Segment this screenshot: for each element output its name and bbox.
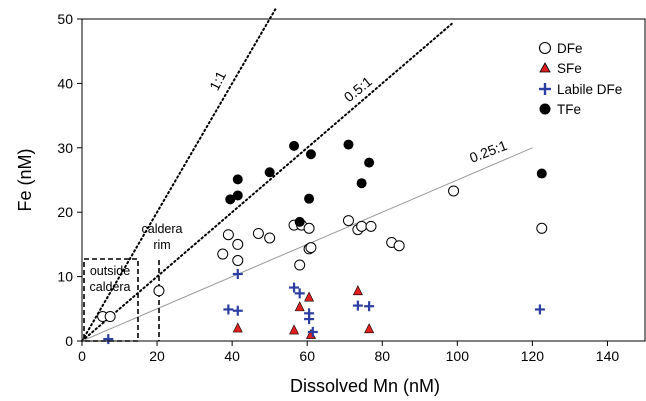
legend-tfe-label: TFe (557, 102, 581, 117)
x-tick-label: 100 (446, 348, 470, 364)
point-tfe (289, 140, 300, 151)
point-dfe (104, 311, 116, 323)
point-tfe (305, 149, 316, 160)
point-dfe (232, 238, 244, 250)
x-tick-label: 80 (374, 348, 390, 364)
x-tick-label: 60 (299, 348, 315, 364)
legend-sfe-marker (539, 62, 551, 73)
point-dfe (303, 222, 315, 234)
ratio-label-0-25-1: 0.25:1 (467, 137, 509, 166)
point-labile-dfe (304, 314, 315, 325)
point-labile-dfe (294, 288, 305, 299)
point-sfe (289, 324, 300, 335)
outside-caldera-label-1: outside (90, 264, 130, 278)
point-sfe (232, 322, 243, 333)
point-tfe (232, 190, 243, 201)
legend-labile-dfe-marker (539, 83, 551, 95)
point-sfe (294, 301, 305, 312)
point-sfe (304, 291, 315, 302)
legend: DFe SFe Labile DFe TFe (538, 41, 622, 117)
point-dfe (448, 185, 460, 197)
legend-sfe-label: SFe (557, 61, 582, 76)
point-dfe (536, 222, 548, 234)
point-dfe (232, 255, 244, 266)
ratio-line-0-5-1 (81, 22, 453, 342)
x-axis-label: Dissolved Mn (nM) (290, 376, 440, 396)
ratio-label-1-1: 1:1 (206, 68, 229, 93)
x-tick-label: 20 (149, 348, 165, 364)
legend-tfe-marker (539, 103, 551, 115)
point-labile-dfe (232, 305, 243, 316)
caldera-rim-label-2: rim (153, 238, 170, 252)
point-labile-dfe (307, 326, 318, 337)
point-dfe (365, 220, 377, 232)
point-dfe (294, 259, 306, 271)
y-tick-label: 0 (65, 333, 73, 349)
point-sfe (364, 323, 375, 334)
point-labile-dfe (232, 269, 243, 280)
point-dfe (393, 240, 405, 252)
point-tfe (364, 157, 375, 168)
point-tfe (232, 174, 243, 185)
x-tick-label: 140 (596, 348, 620, 364)
legend-dfe-marker (538, 41, 552, 55)
point-labile-dfe (534, 304, 545, 315)
legend-labile-dfe-label: Labile DFe (557, 82, 622, 97)
point-sfe (352, 285, 363, 296)
y-tick-label: 10 (57, 269, 73, 285)
point-tfe (294, 216, 305, 227)
point-tfe (225, 194, 236, 205)
point-dfe (342, 215, 354, 227)
x-tick-label: 40 (224, 348, 240, 364)
y-tick-label: 30 (57, 140, 73, 156)
legend-dfe-label: DFe (557, 41, 583, 56)
point-labile-dfe (352, 300, 363, 311)
point-dfe (264, 232, 276, 244)
point-labile-dfe (364, 301, 375, 312)
point-tfe (304, 193, 315, 204)
point-dfe (305, 242, 317, 254)
point-dfe (356, 220, 368, 232)
y-axis-label: Fe (nM) (15, 149, 35, 212)
plot-frame (81, 18, 646, 342)
y-tick-label: 20 (57, 204, 73, 220)
point-tfe (356, 178, 367, 189)
point-dfe (153, 285, 165, 297)
outside-caldera-label-2: caldera (90, 280, 131, 294)
point-labile-dfe (289, 282, 300, 293)
point-tfe (264, 167, 275, 178)
point-dfe (217, 248, 229, 260)
caldera-rim-label-1: caldera (142, 222, 183, 236)
ratio-line-1-1 (81, 8, 277, 342)
x-tick-label: 120 (521, 348, 545, 364)
point-labile-dfe (223, 304, 234, 315)
point-dfe (252, 227, 264, 239)
point-labile-dfe (103, 334, 114, 345)
y-tick-label: 50 (57, 11, 73, 27)
ratio-label-0-5-1: 0.5:1 (341, 73, 375, 105)
x-tick-label: 0 (78, 348, 86, 364)
point-tfe (343, 139, 354, 150)
point-dfe (222, 229, 234, 241)
point-tfe (536, 168, 547, 179)
y-tick-label: 40 (57, 75, 73, 91)
